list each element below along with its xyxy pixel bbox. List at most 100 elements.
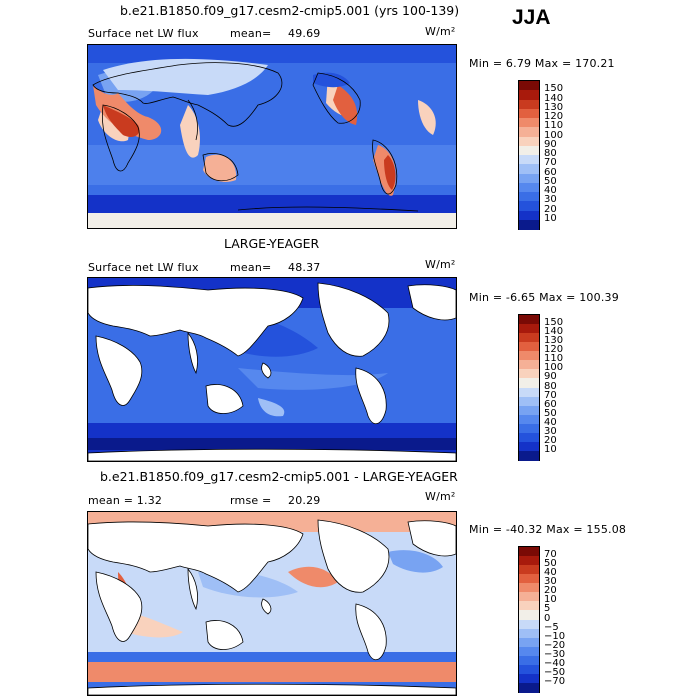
colorbar-segment xyxy=(519,99,539,110)
colorbar-segment xyxy=(519,108,539,119)
panel-1-stat-value: 49.69 xyxy=(288,27,321,40)
colorbar-tick-label: 40 xyxy=(544,416,557,428)
colorbar-segment xyxy=(519,441,539,452)
colorbar-tick-label: 5 xyxy=(544,603,551,615)
colorbar-segment xyxy=(519,90,539,100)
panel-1-variable-label: Surface net LW flux xyxy=(88,27,199,40)
panel-3-colorbar xyxy=(518,546,540,693)
panel-3-units: W/m² xyxy=(425,490,456,503)
colorbar-tick-label: 120 xyxy=(544,344,564,356)
colorbar-tick-label: 90 xyxy=(544,138,557,150)
colorbar-segment xyxy=(519,682,539,693)
panel-2-stat-value: 48.37 xyxy=(288,261,321,274)
colorbar-tick-label: 80 xyxy=(544,380,557,392)
colorbar-segment xyxy=(519,610,539,620)
colorbar-segment xyxy=(519,565,539,575)
colorbar-segment xyxy=(519,342,539,352)
colorbar-segment xyxy=(519,414,539,425)
colorbar-tick-label: 70 xyxy=(544,389,557,401)
colorbar-tick-label: −70 xyxy=(544,675,566,687)
colorbar-tick-label: 90 xyxy=(544,371,557,383)
colorbar-tick-label: 40 xyxy=(544,185,557,196)
colorbar-segment xyxy=(519,219,539,230)
colorbar-tick-label: −40 xyxy=(544,657,566,669)
colorbar-segment xyxy=(519,369,539,379)
panel-2-map xyxy=(87,277,457,462)
colorbar-segment xyxy=(519,81,539,91)
colorbar-tick-label: 10 xyxy=(544,443,557,455)
panel-2-units: W/m² xyxy=(425,258,456,271)
season-label: JJA xyxy=(512,6,551,29)
colorbar-tick-label: 10 xyxy=(544,212,557,224)
colorbar-tick-label: 70 xyxy=(544,157,557,169)
panel-3-title: b.e21.B1850.f09_g17.cesm2-cmip5.001 - LA… xyxy=(100,469,458,484)
colorbar-segment xyxy=(519,628,539,639)
colorbar-segment xyxy=(519,145,539,156)
panel-3-stat-value: 20.29 xyxy=(288,494,321,507)
colorbar-tick-label: 140 xyxy=(544,326,564,338)
colorbar-tick-label: 60 xyxy=(544,398,557,410)
colorbar-tick-label: 20 xyxy=(544,585,557,597)
panel-1-minmax: Min = 6.79 Max = 170.21 xyxy=(469,57,615,70)
colorbar-tick-label: 30 xyxy=(544,576,557,588)
panel-3-stat-label: rmse = xyxy=(230,494,272,507)
panel-1-units: W/m² xyxy=(425,25,456,38)
panel-3-map-svg xyxy=(88,512,456,695)
panel-2-stat-label: mean= xyxy=(230,261,272,274)
colorbar-segment xyxy=(519,164,539,174)
panel-3-map xyxy=(87,511,457,696)
panel-2-colorbar xyxy=(518,314,540,461)
colorbar-segment xyxy=(519,155,539,165)
colorbar-segment xyxy=(519,405,539,416)
colorbar-segment xyxy=(519,387,539,398)
panel-3-minmax: Min = -40.32 Max = 155.08 xyxy=(469,523,627,536)
colorbar-segment xyxy=(519,192,539,202)
colorbar-segment xyxy=(519,324,539,334)
colorbar-tick-label: 110 xyxy=(544,120,564,132)
colorbar-tick-label: −20 xyxy=(544,639,566,651)
colorbar-tick-label: 40 xyxy=(544,567,557,579)
colorbar-tick-label: −50 xyxy=(544,666,566,678)
colorbar-segment xyxy=(519,583,539,593)
colorbar-tick-label: 60 xyxy=(544,166,557,178)
colorbar-tick-label: 70 xyxy=(544,549,557,561)
colorbar-segment xyxy=(519,182,539,193)
colorbar-segment xyxy=(519,351,539,361)
colorbar-segment xyxy=(519,173,539,184)
panel-2-title: LARGE-YEAGER xyxy=(224,236,320,251)
colorbar-tick-label: −30 xyxy=(544,648,566,660)
colorbar-segment xyxy=(519,432,539,443)
colorbar-tick-label: 0 xyxy=(544,612,551,624)
colorbar-tick-label: 100 xyxy=(544,129,564,141)
panel-2-minmax: Min = -6.65 Max = 100.39 xyxy=(469,291,619,304)
colorbar-tick-label: 140 xyxy=(544,92,564,104)
panel-1-title: b.e21.B1850.f09_g17.cesm2-cmip5.001 (yrs… xyxy=(120,3,460,18)
colorbar-segment xyxy=(519,423,539,434)
colorbar-segment xyxy=(519,333,539,343)
colorbar-segment xyxy=(519,673,539,684)
colorbar-tick-label: 50 xyxy=(544,407,557,419)
colorbar-tick-label: 100 xyxy=(544,362,564,374)
colorbar-tick-label: 30 xyxy=(544,425,557,437)
colorbar-segment xyxy=(519,547,539,557)
panel-2-variable-label: Surface net LW flux xyxy=(88,261,199,274)
colorbar-tick-label: 10 xyxy=(544,594,557,606)
colorbar-segment xyxy=(519,637,539,648)
panel-2-map-svg xyxy=(88,278,456,461)
colorbar-tick-label: 30 xyxy=(544,194,557,206)
panel-1-colorbar xyxy=(518,80,540,230)
colorbar-segment xyxy=(519,646,539,657)
panel-3-mean-label: mean = 1.32 xyxy=(88,494,163,507)
colorbar-tick-label: 20 xyxy=(544,203,557,215)
colorbar-tick-label: 80 xyxy=(544,148,557,159)
panel-1-map-svg xyxy=(88,45,456,228)
colorbar-segment xyxy=(519,136,539,147)
colorbar-tick-label: 130 xyxy=(544,101,564,113)
colorbar-segment xyxy=(519,601,539,611)
colorbar-tick-label: −10 xyxy=(544,630,566,642)
colorbar-tick-label: 130 xyxy=(544,335,564,347)
colorbar-tick-label: 20 xyxy=(544,434,557,446)
colorbar-tick-label: 50 xyxy=(544,558,557,570)
colorbar-segment xyxy=(519,619,539,630)
colorbar-segment xyxy=(519,118,539,128)
